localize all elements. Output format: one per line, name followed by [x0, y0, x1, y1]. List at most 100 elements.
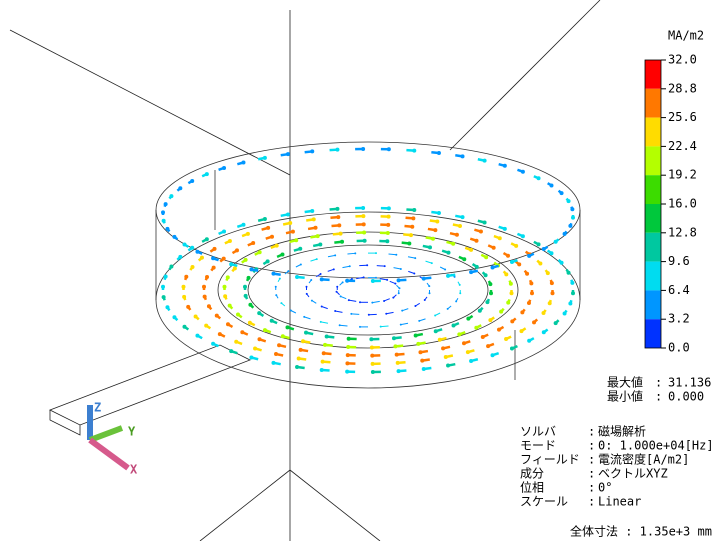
legend-tick-label: 9.6 [668, 254, 690, 268]
legend-tick-label: 32.0 [668, 53, 697, 67]
arrow-head [506, 300, 511, 305]
arrow-head [520, 310, 525, 315]
arrow-head [517, 262, 522, 267]
arrow-head [178, 254, 183, 259]
arrow-head [186, 304, 191, 309]
arrow-head [323, 342, 328, 347]
arrow-head [310, 149, 315, 154]
arrow-head [257, 250, 262, 255]
arrow-head [541, 330, 546, 335]
color-segment [645, 117, 661, 147]
arrow-head [526, 300, 531, 305]
arrow-head [361, 205, 366, 210]
arrow-head [571, 291, 575, 296]
arrow-head [410, 224, 415, 229]
arrow-head [446, 363, 451, 368]
arrow-head [350, 278, 353, 281]
color-segment [645, 261, 661, 291]
arrow-head [361, 214, 366, 219]
arrow-head [163, 202, 168, 207]
arrow-head [478, 229, 483, 234]
arrow-head [313, 225, 318, 230]
arrow-head [550, 291, 555, 296]
overall-size: 全体寸法 : 1.35e+3 mm [570, 524, 712, 539]
arrow-head [319, 273, 322, 276]
arrow-head [497, 236, 502, 241]
color-segment [645, 146, 661, 176]
arrow-head [443, 354, 448, 359]
arrow [335, 310, 343, 313]
arrow-head [444, 268, 447, 271]
arrow-head [335, 147, 340, 152]
arrow-head [385, 239, 390, 244]
arrow-head [165, 305, 170, 310]
arrow-head [334, 254, 337, 257]
arrow-head [274, 285, 277, 288]
arrow-head [251, 241, 256, 246]
arrow-head [182, 242, 187, 247]
arrow-head [369, 345, 374, 350]
arrow [310, 258, 317, 262]
arrow-head [346, 344, 351, 349]
arrow-head [553, 239, 558, 244]
arrow-head [423, 299, 426, 302]
arrow-head [446, 307, 449, 310]
arrow-head [394, 352, 399, 357]
arrow-head [386, 222, 391, 227]
arrow-head [169, 264, 174, 269]
arrow-head [305, 285, 308, 288]
arrow-head [547, 301, 552, 306]
field-arrows [161, 146, 575, 375]
arrow-head [247, 320, 252, 325]
arrow-head [433, 329, 438, 334]
arrow-head [172, 234, 177, 239]
axis-x: X [130, 463, 138, 477]
arrow-head [280, 334, 285, 339]
arrow-head [499, 309, 504, 314]
arrow [342, 265, 350, 269]
arrow [425, 260, 432, 264]
arrow-head [504, 272, 509, 277]
color-segment [645, 204, 661, 233]
arrow-head [370, 279, 375, 284]
arrow-head [163, 274, 168, 279]
min-sep: : [655, 390, 662, 404]
info-sep: : [588, 425, 595, 439]
arrow-head [457, 223, 462, 228]
arrow-head [225, 322, 230, 327]
arrow-head [241, 160, 246, 165]
arrow-head [204, 323, 209, 328]
arrow-head [240, 330, 245, 335]
arrow-head [318, 242, 323, 247]
arrow-head [339, 295, 342, 298]
arrow-head [482, 158, 487, 163]
arrow-head [509, 346, 514, 351]
arrow-head [413, 272, 416, 275]
arrow-head [172, 315, 177, 320]
arrow-head [181, 284, 186, 289]
arrow-head [270, 234, 275, 239]
arrow-head [347, 299, 350, 302]
arrow-head [285, 212, 290, 217]
arrow-head [249, 267, 254, 272]
arrow-head [295, 274, 300, 279]
arrow-head [262, 155, 267, 160]
arrow [407, 256, 416, 259]
arrow-head [301, 339, 306, 344]
arrow-head [319, 320, 322, 323]
arrow-head [222, 229, 227, 234]
arrow-head [340, 239, 345, 244]
arrow-head [350, 312, 353, 315]
arrow-head [235, 248, 240, 253]
arrow-head [437, 337, 442, 342]
arrow-head [489, 291, 493, 296]
arrow-head [184, 274, 189, 279]
arrow-head [465, 350, 470, 355]
arrow-head [510, 319, 515, 324]
arrow-head [488, 318, 493, 323]
arrow-head [536, 176, 541, 181]
arrow-head [529, 281, 534, 286]
arrow-head [483, 273, 488, 278]
arrow-head [391, 336, 396, 341]
info-value: 0° [598, 481, 612, 495]
